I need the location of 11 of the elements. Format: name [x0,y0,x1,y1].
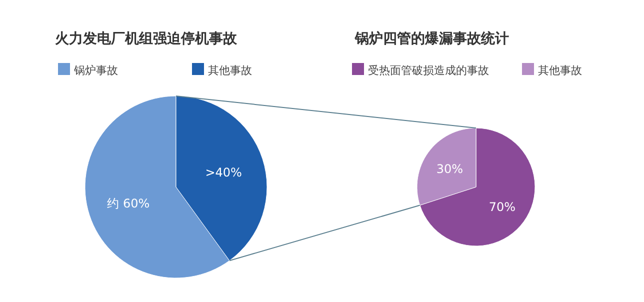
data-label: 70% [488,200,516,214]
legend-label: 其他事故 [208,64,252,77]
legend-label: 其他事故 [538,64,582,77]
data-label: 约 60% [107,196,150,210]
data-label: 30% [436,162,464,176]
chart-title: 锅炉四管的爆漏事故统计 [354,30,509,47]
legend-label: 锅炉事故 [73,64,118,77]
legend-label: 受热面管破损造成的事故 [368,64,489,77]
pie-slice [420,128,536,246]
chart-title: 火力发电厂机组强迫停机事故 [55,31,238,47]
data-label: >40% [205,166,242,180]
